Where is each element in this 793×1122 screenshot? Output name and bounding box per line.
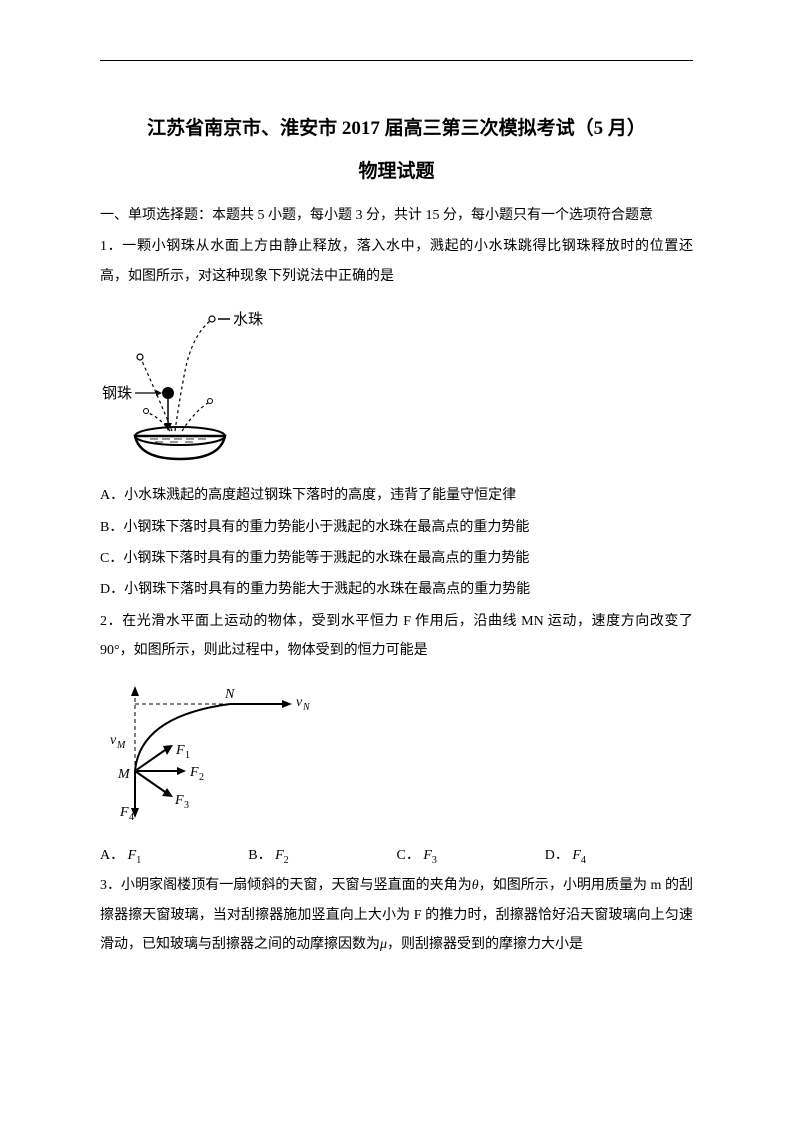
svg-text:F: F (119, 805, 129, 820)
svg-text:F: F (175, 743, 185, 758)
q1-option-d: D．小钢珠下落时具有的重力势能大于溅起的水珠在最高点的重力势能 (100, 575, 693, 604)
q1-option-a: A．小水珠溅起的高度超过钢珠下落时的高度，违背了能量守恒定律 (100, 481, 693, 510)
svg-text:v: v (110, 733, 117, 748)
svg-text:M: M (116, 740, 126, 751)
svg-text:3: 3 (184, 800, 189, 811)
svg-text:N: N (302, 702, 311, 713)
exam-title-line1: 江苏省南京市、淮安市 2017 届高三第三次模拟考试（5 月） (100, 110, 693, 148)
q3-stem: 3．小明家阁楼顶有一扇倾斜的天窗，天窗与竖直面的夹角为θ，如图所示，小明用质量为… (100, 871, 693, 959)
f3-var: F (423, 848, 432, 863)
q2-option-b: B． F2 (248, 841, 396, 872)
q2-option-d: D． F4 (545, 841, 693, 872)
svg-text:4: 4 (129, 812, 134, 823)
page-content: 江苏省南京市、淮安市 2017 届高三第三次模拟考试（5 月） 物理试题 一、单… (0, 0, 793, 1021)
svg-text:1: 1 (185, 750, 190, 761)
f1-var: F (128, 848, 137, 863)
q2-option-c: C． F3 (397, 841, 545, 872)
q1-option-b: B．小钢珠下落时具有的重力势能小于溅起的水珠在最高点的重力势能 (100, 513, 693, 542)
svg-text:N: N (224, 687, 235, 702)
svg-text:F: F (189, 765, 199, 780)
f3-sub: 3 (432, 854, 437, 865)
q2-figure: M N v M v N F 1 F 2 F 3 (100, 676, 693, 831)
svg-text:M: M (117, 767, 131, 782)
water-splash-diagram: 水珠 钢珠 (100, 301, 280, 466)
opt-c-label: C． (397, 848, 420, 863)
q1-stem: 1．一颗小钢珠从水面上方由静止释放，落入水中，溅起的小水珠跳得比钢珠释放时的位置… (100, 232, 693, 291)
f4-sub: 4 (581, 854, 586, 865)
top-horizontal-rule (100, 60, 693, 61)
f1-sub: 1 (136, 854, 141, 865)
f4-var: F (572, 848, 581, 863)
q2-option-a: A． F1 (100, 841, 248, 872)
mu-var: μ (380, 937, 387, 952)
svg-text:F: F (174, 793, 184, 808)
opt-b-label: B． (248, 848, 271, 863)
q1-figure: 水珠 钢珠 (100, 301, 693, 471)
q3-part1: 3．小明家阁楼顶有一扇倾斜的天窗，天窗与竖直面的夹角为 (100, 878, 472, 893)
q2-options-row: A． F1 B． F2 C． F3 D． F4 (100, 841, 693, 872)
force-diagram: M N v M v N F 1 F 2 F 3 (100, 676, 330, 826)
q3-part3: ，则刮擦器受到的摩擦力大小是 (387, 937, 583, 952)
theta-var: θ (472, 878, 479, 893)
opt-a-label: A． (100, 848, 124, 863)
svg-text:v: v (296, 695, 303, 710)
svg-text:2: 2 (199, 772, 204, 783)
exam-title-line2: 物理试题 (100, 156, 693, 183)
q1-option-c: C．小钢珠下落时具有的重力势能等于溅起的水珠在最高点的重力势能 (100, 544, 693, 573)
f2-var: F (275, 848, 284, 863)
f2-sub: 2 (284, 854, 289, 865)
steel-label: 钢珠 (102, 385, 132, 402)
q2-stem: 2．在光滑水平面上运动的物体，受到水平恒力 F 作用后，沿曲线 MN 运动，速度… (100, 607, 693, 666)
section-heading: 一、单项选择题：本题共 5 小题，每小题 3 分，共计 15 分，每小题只有一个… (100, 201, 693, 230)
water-label: 水珠 (233, 311, 263, 328)
opt-d-label: D． (545, 848, 569, 863)
